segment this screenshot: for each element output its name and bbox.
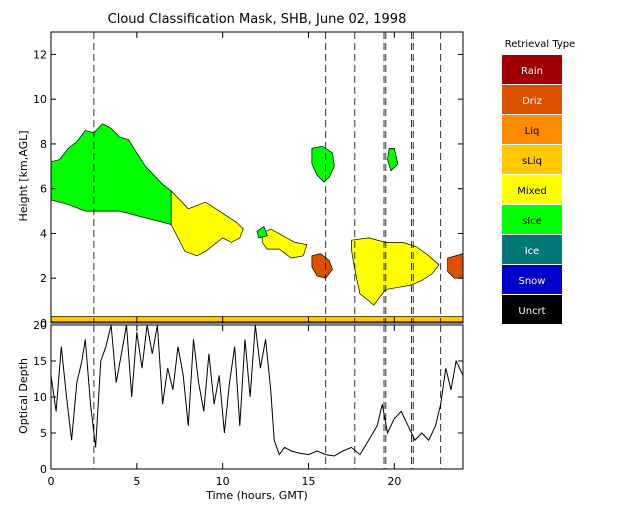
legend-label: Ice [525,246,540,257]
x-tick-label: 0 [48,475,55,488]
legend-label: sLiq [522,156,542,167]
legend-swatch [502,295,562,324]
legend-label: sIce [522,216,542,227]
cloud-region-sice [256,226,268,239]
cloud-region-mixed [170,190,244,257]
legend-label: Liq [525,126,540,137]
legend-swatch [502,175,562,204]
top-y-axis: 0 2 4 6 8 10 12 [33,48,463,330]
y-tick-label: 10 [33,391,47,404]
y-tick-label: 2 [40,272,47,285]
legend-label: Uncrt [518,306,545,317]
legend-label: Mixed [517,186,547,197]
x-tick-label: 15 [302,475,316,488]
x-axis-label: Time (hours, GMT) [205,489,308,502]
y-tick-label: 12 [33,48,47,61]
optical-depth-line [50,324,464,457]
legend-swatch [502,265,562,294]
bottom-panel: 0 5 10 15 20 0 5 10 15 20 Optical Depth Time (ho… [17,319,464,502]
top-x-ticks [50,32,395,323]
y-tick-label: 0 [40,317,47,330]
x-tick-label: 20 [387,475,401,488]
y-tick-label: 15 [33,355,47,368]
cloud-region-mixed [261,228,308,259]
y-tick-label: 5 [40,427,47,440]
legend-swatch [502,115,562,144]
legend-swatch [502,55,562,84]
region-layer [50,123,464,323]
cloud-region-mixed [351,237,440,306]
legend-title: Retrieval Type [505,39,576,50]
cloud-region-sliq [50,315,464,323]
y-tick-label: 8 [40,138,47,151]
legend-swatch [502,235,562,264]
legend-label: Driz [522,96,542,107]
legend-swatch [502,145,562,174]
y-tick-label: 4 [40,227,47,240]
chart-title: Cloud Classification Mask, SHB, June 02,… [108,12,407,27]
y-tick-label: 0 [40,463,47,476]
bottom-y-axis: 0 5 10 15 20 [33,319,463,476]
cloud-region-driz [311,253,333,279]
top-plot-frame [50,31,464,324]
cloud-region-sice [50,123,172,225]
legend-swatch [502,85,562,114]
legend-label: Rain [521,66,543,77]
cloud-region-sice [387,148,399,172]
top-y-axis-label: Height [km,AGL] [17,130,30,221]
y-tick-label: 20 [33,319,47,332]
legend-label: Snow [519,276,546,287]
bottom-x-axis: 0 5 10 15 20 [48,325,401,488]
legend-swatch [502,205,562,234]
marker-layer [93,32,442,323]
y-tick-label: 6 [40,183,47,196]
x-tick-label: 10 [216,475,230,488]
x-tick-label: 5 [133,475,140,488]
bottom-y-axis-label: Optical Depth [17,358,30,434]
legend: Retrieval Type Rain Driz Liq sLiq Mixed sIce I… [502,39,575,324]
marker-layer [93,325,442,469]
y-tick-label: 10 [33,93,47,106]
top-panel: 0 2 4 6 8 10 12 Height [km,AGL] [17,31,464,330]
